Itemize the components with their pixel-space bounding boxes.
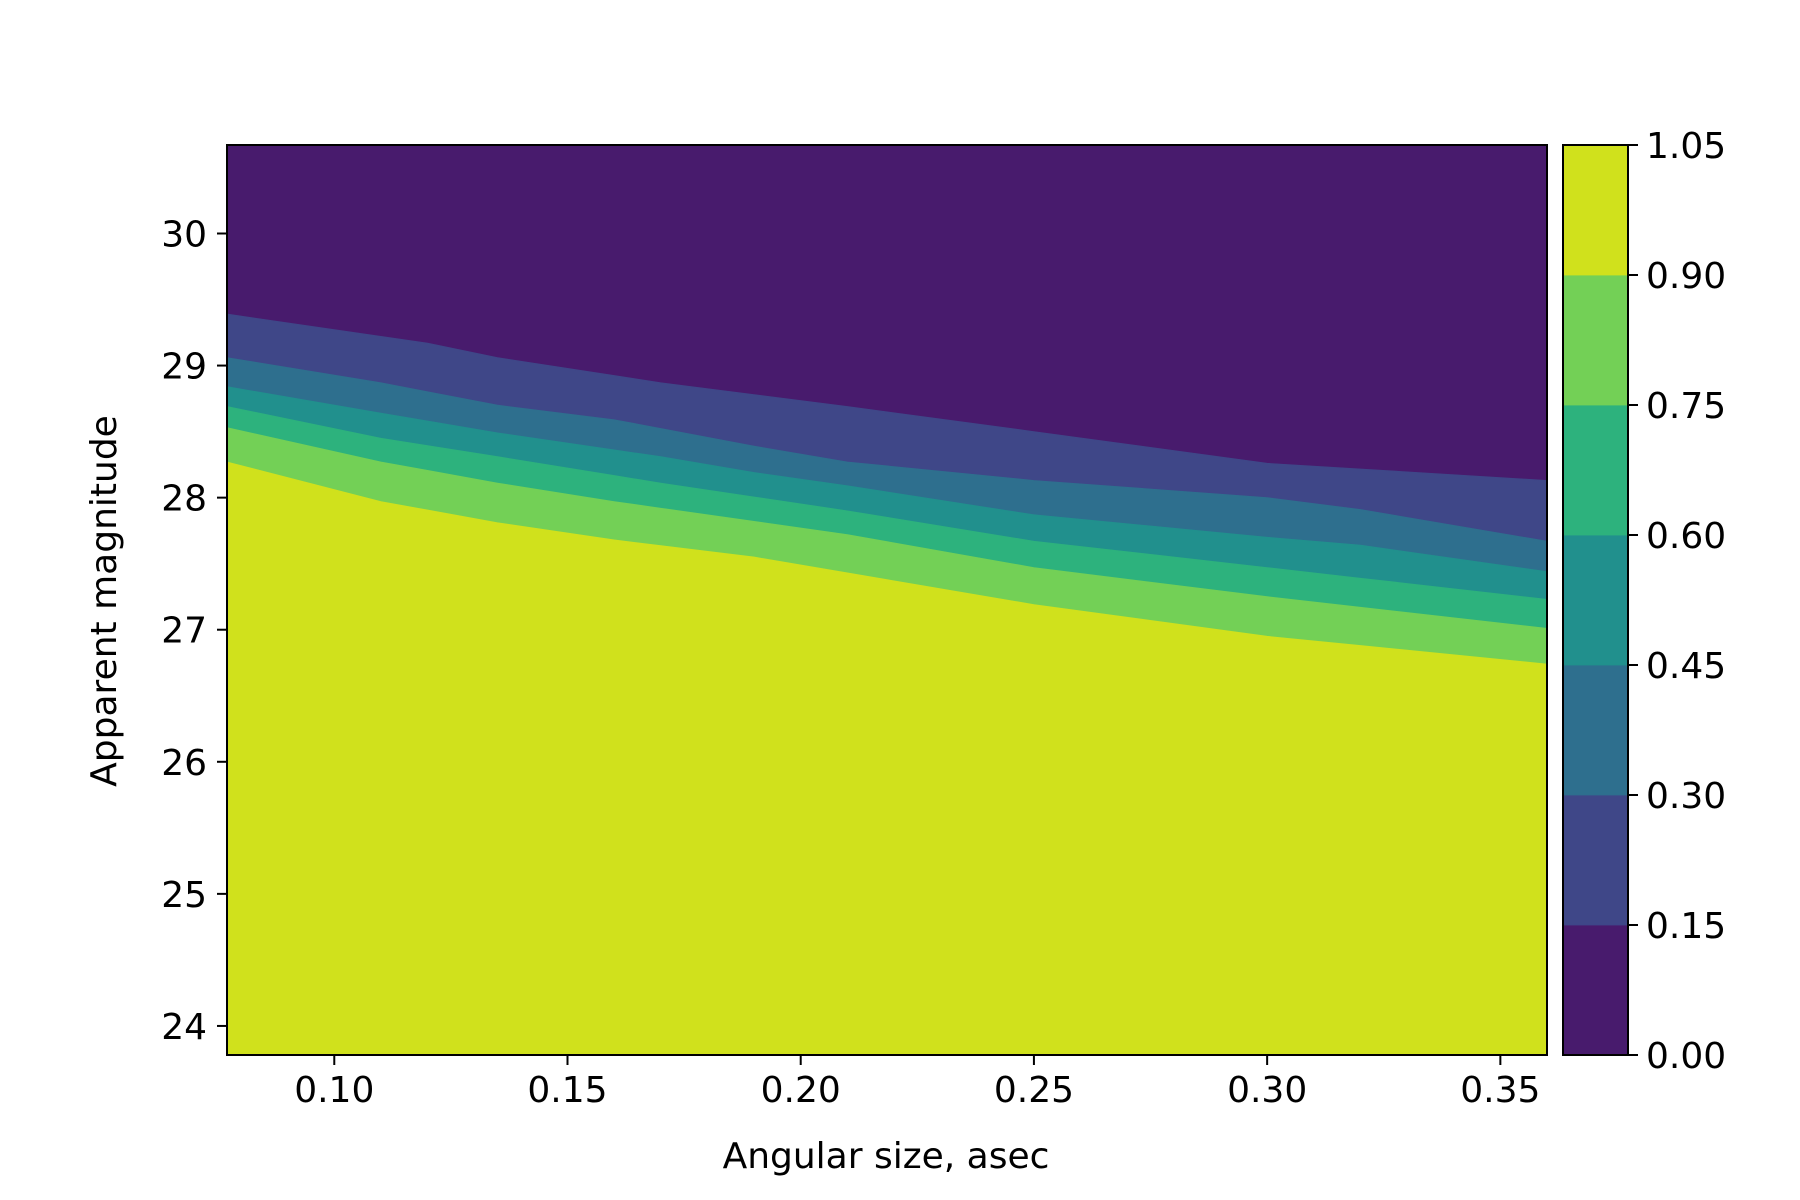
colorbar-tick-label: 0.15 <box>1646 906 1726 947</box>
x-tick-label: 0.30 <box>1227 1070 1307 1111</box>
colorbar-segment <box>1562 144 1629 276</box>
x-tick-label: 0.15 <box>527 1070 607 1111</box>
colorbar-segment <box>1562 534 1629 666</box>
colorbar-tick-label: 0.30 <box>1646 776 1726 817</box>
colorbar-segment <box>1562 274 1629 406</box>
plot-border <box>226 144 1548 1056</box>
colorbar-tick-label: 0.75 <box>1646 386 1726 427</box>
colorbar <box>1562 144 1629 1056</box>
colorbar-border <box>1562 144 1629 1056</box>
y-axis-ticks: 24 25 26 27 28 29 30 <box>161 214 227 1048</box>
colorbar-tick-label: 0.45 <box>1646 646 1726 687</box>
y-tick-label: 29 <box>161 347 207 388</box>
x-tick-label: 0.20 <box>761 1070 841 1111</box>
plot-frame <box>226 144 1548 1056</box>
y-tick-label: 25 <box>161 875 207 916</box>
x-axis-label: Angular size, asec <box>723 1136 1050 1177</box>
colorbar-segment <box>1562 664 1629 796</box>
y-tick-label: 30 <box>161 214 207 255</box>
x-tick-label: 0.10 <box>294 1070 374 1111</box>
y-tick-label: 26 <box>161 743 207 784</box>
y-tick-label: 27 <box>161 611 207 652</box>
x-tick-label: 0.35 <box>1460 1070 1540 1111</box>
colorbar-segment <box>1562 924 1629 1056</box>
colorbar-tick-label: 0.00 <box>1646 1036 1726 1077</box>
y-tick-label: 28 <box>161 479 207 520</box>
x-axis-ticks: 0.10 0.15 0.20 0.25 0.30 0.35 <box>294 1055 1540 1111</box>
colorbar-tick-label: 0.60 <box>1646 516 1726 557</box>
colorbar-tick-label: 0.90 <box>1646 256 1726 297</box>
y-axis-label: Apparent magnitude <box>84 415 125 787</box>
colorbar-segment <box>1562 404 1629 536</box>
colorbar-tick-label: 1.05 <box>1646 126 1726 167</box>
colorbar-ticks: 0.00 0.15 0.30 0.45 0.60 0.75 0.90 1.05 <box>1628 126 1726 1077</box>
y-tick-label: 24 <box>161 1007 207 1048</box>
contour-bands <box>226 144 1548 1056</box>
x-tick-label: 0.25 <box>994 1070 1074 1111</box>
colorbar-segment <box>1562 794 1629 926</box>
